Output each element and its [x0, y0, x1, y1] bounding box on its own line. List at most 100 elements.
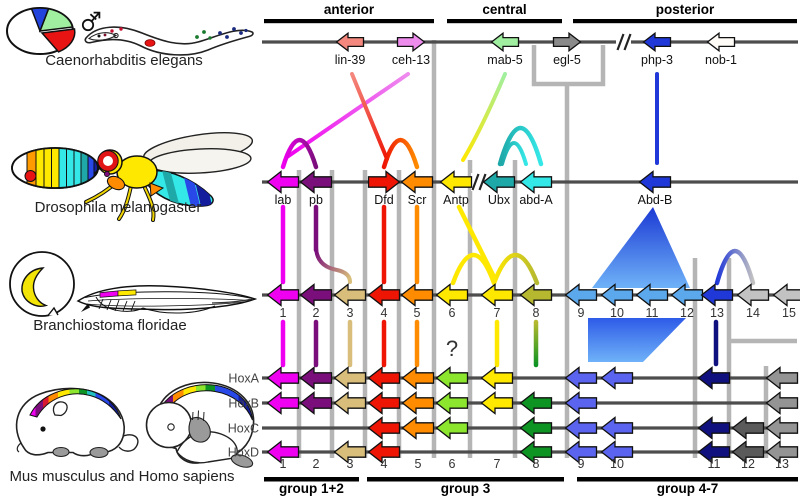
- hoxd-gene-arrow-617: [600, 440, 634, 464]
- duplication-arc: [450, 252, 497, 286]
- fly-neck-patch: [106, 175, 126, 191]
- hoxc-gene-arrow-748: [731, 416, 765, 440]
- worm-red-patch: [144, 39, 156, 47]
- celegans-gene-arrow-nob-1: [706, 31, 736, 53]
- break-slash-icon: [616, 33, 625, 51]
- celegans-gene-label: egl-5: [553, 53, 581, 67]
- paralog-number: 13: [775, 457, 789, 471]
- lancelet-ventral-fin: [142, 305, 216, 314]
- drosophila-gene-label: Dfd: [374, 193, 394, 207]
- hoxd-gene-arrow-782: [765, 440, 799, 464]
- amphioxus-gene-label: 1: [280, 306, 287, 320]
- hoxb-gene-arrow-418: [401, 391, 435, 415]
- homology-connector: [350, 72, 389, 161]
- homology-connector: [461, 72, 507, 162]
- amphioxus-gene-label: 10: [610, 306, 624, 320]
- region-label: central: [482, 2, 526, 17]
- species-label-branchiostoma: Branchiostoma floridae: [33, 317, 186, 334]
- hoxa-cluster-label: HoxA: [228, 372, 259, 386]
- amphioxus-gene-arrow-1: [266, 283, 300, 307]
- paralog-number: 3: [347, 457, 354, 471]
- celegans-gene-label: lin-39: [335, 53, 366, 67]
- hoxb-gene-arrow-782: [765, 391, 799, 415]
- celegans-gene-label: nob-1: [705, 53, 737, 67]
- amphioxus-gene-label: 5: [414, 306, 421, 320]
- hoxc-gene-arrow-617: [600, 416, 634, 440]
- hoxa-gene-arrow-316: [299, 366, 333, 390]
- region-label: posterior: [656, 2, 715, 17]
- paralog-number: 5: [415, 457, 422, 471]
- paralog-number: 10: [610, 457, 624, 471]
- amphioxus-gene-arrow-7: [480, 283, 514, 307]
- drosophila-gene-arrow-Antp: [439, 170, 473, 194]
- celegans-gene-label: php-3: [641, 53, 673, 67]
- group-bar: [577, 477, 798, 482]
- drosophila-gene-label: Ubx: [488, 193, 511, 207]
- hoxa-gene-arrow-384: [367, 366, 401, 390]
- hoxc-gene-arrow-714: [697, 416, 731, 440]
- hoxc-cluster-label: HoxC: [228, 422, 259, 436]
- amphioxus-gene-label: 14: [746, 306, 760, 320]
- hoxc-gene-arrow-384: [367, 416, 401, 440]
- paralog-number: 9: [578, 457, 585, 471]
- hoxa-gene-arrow-350: [333, 366, 367, 390]
- amphioxus-gene-arrow-10: [600, 283, 634, 307]
- paralog-number: 8: [533, 457, 540, 471]
- fly-legs: [84, 179, 156, 222]
- worm-cell-dots: [97, 27, 248, 40]
- celegans-gene-label: ceh-13: [392, 53, 430, 67]
- fly-embryo-outline: [11, 147, 99, 189]
- human-foot: [230, 454, 254, 468]
- mouse-hox-band: [29, 388, 122, 420]
- hoxb-gene-arrow-350: [333, 391, 367, 415]
- break-slash-icon: [471, 173, 480, 191]
- cluster-expansion-funnel: [588, 318, 686, 362]
- hoxb-gene-arrow-316: [299, 391, 333, 415]
- human-ear: [167, 423, 175, 431]
- duplication-arc: [491, 252, 540, 286]
- worm-pharynx-bulb: [113, 32, 119, 39]
- hoxb-gene-arrow-497: [480, 391, 514, 415]
- duplication-arc: [500, 141, 528, 166]
- fly-mouthpart: [104, 170, 111, 177]
- amphioxus-gene-label: 7: [494, 306, 501, 320]
- hoxb-gene-arrow-283: [266, 391, 300, 415]
- drosophila-gene-label: Abd-B: [638, 193, 673, 207]
- lancelet-gill-pouch: [95, 296, 144, 312]
- lancelet-tail-line: [211, 298, 253, 304]
- hoxd-gene-arrow-581: [564, 440, 598, 464]
- hoxb-cluster-label: HoxB: [228, 397, 259, 411]
- drosophila-gene-arrow-Scr: [400, 170, 434, 194]
- paralog-number: 2: [313, 457, 320, 471]
- hoxc-gene-arrow-536: [519, 416, 553, 440]
- group-bar: [367, 477, 564, 482]
- mouse-hind-paw: [89, 446, 109, 459]
- drosophila-gene-label: abd-A: [519, 193, 553, 207]
- hoxa-gene-arrow-497: [480, 366, 514, 390]
- lancelet-yellow-band: [117, 289, 137, 297]
- duplication-arc: [280, 137, 319, 170]
- mouse-tail: [118, 434, 139, 452]
- amphioxus-gene-arrow-2: [299, 283, 333, 307]
- amphioxus-gene-label: 8: [533, 306, 540, 320]
- amphioxus-gene-label: 4: [381, 306, 388, 320]
- celegans-gene-arrow-lin-39: [335, 31, 365, 53]
- celegans-gene-arrow-egl-5: [552, 31, 582, 53]
- hoxa-gene-arrow-452: [435, 366, 469, 390]
- hermaphrodite-symbol-icon: [81, 11, 101, 32]
- mouse-human-figure: Mus musculus and Homo sapiens: [9, 381, 255, 485]
- hoxd-gene-arrow-350: [333, 440, 367, 464]
- group-label: group 3: [441, 481, 491, 496]
- mouse-ear: [52, 401, 68, 417]
- egg-sector-blue: [30, 7, 50, 34]
- fly-scutellum: [149, 182, 165, 197]
- amphioxus-gene-arrow-11: [635, 283, 669, 307]
- amphioxus-gene-arrow-14: [736, 283, 770, 307]
- region-label: anterior: [324, 2, 375, 17]
- species-label-mouse-human: Mus musculus and Homo sapiens: [9, 468, 234, 485]
- amphioxus-embryo-notch: [47, 306, 59, 316]
- amphioxus-gene-label: 13: [710, 306, 724, 320]
- mouse-embryo-body: [15, 387, 125, 457]
